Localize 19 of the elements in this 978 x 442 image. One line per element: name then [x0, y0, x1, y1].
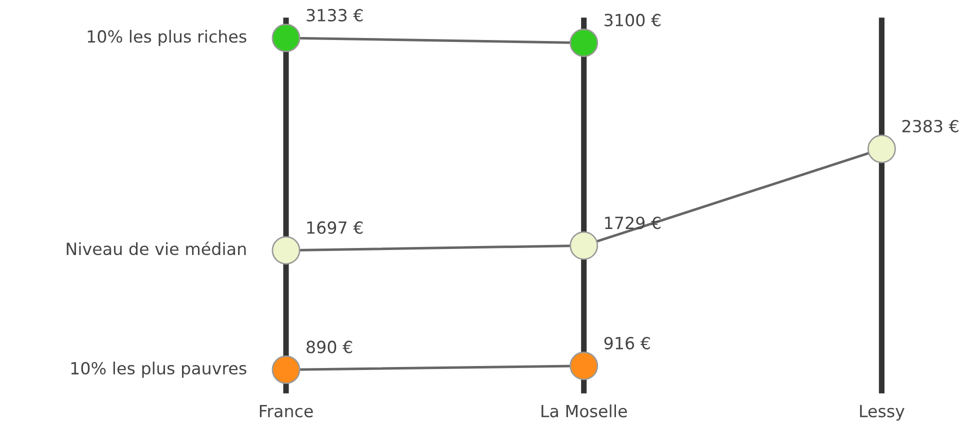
- point: [570, 352, 598, 380]
- data-label: 916 €: [604, 336, 650, 350]
- data-label: 890 €: [306, 340, 352, 354]
- data-label: 1697 €: [307, 221, 363, 234]
- point: [272, 355, 300, 384]
- data-label: 3133 €: [306, 8, 363, 22]
- point: [272, 24, 300, 52]
- x-tick-label: Lessy: [860, 405, 904, 421]
- x-tick-label: France: [260, 405, 313, 418]
- data-label: 2383 €: [902, 120, 958, 132]
- x-tick-label: La Moselle: [542, 404, 627, 418]
- point: [867, 134, 896, 164]
- data-label: 3100 €: [604, 14, 661, 26]
- series-label: 10% les plus pauvres: [71, 362, 246, 378]
- point: [272, 236, 300, 265]
- series-label: 10% les plus riches: [88, 30, 246, 46]
- series-label: Niveau de vie médian: [66, 242, 246, 256]
- point: [570, 231, 598, 260]
- point: [570, 28, 598, 58]
